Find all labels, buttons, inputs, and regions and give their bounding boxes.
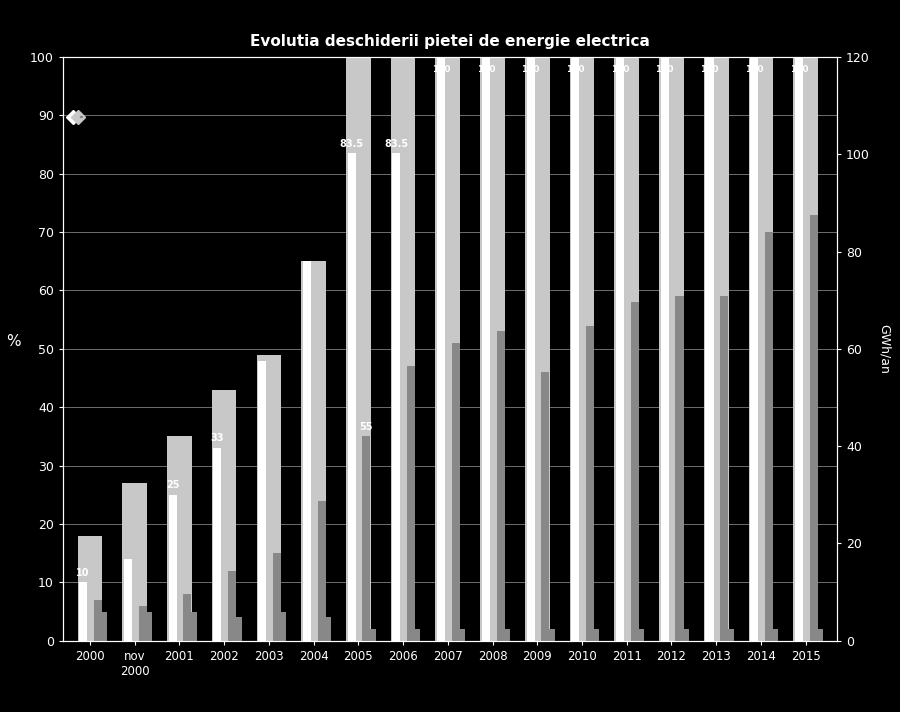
Text: 100: 100	[655, 66, 674, 75]
Bar	[586, 325, 594, 641]
Text: 100: 100	[521, 66, 540, 75]
Bar	[436, 57, 460, 641]
Bar	[326, 617, 331, 641]
Bar	[407, 367, 415, 641]
Bar	[258, 360, 266, 641]
Bar	[751, 57, 759, 641]
Bar	[794, 57, 818, 641]
Bar	[415, 629, 420, 641]
Bar	[192, 612, 197, 641]
Bar	[526, 57, 535, 641]
Legend: , , , : , , ,	[71, 116, 83, 117]
Bar	[346, 57, 371, 641]
Bar	[452, 343, 460, 641]
Text: 33: 33	[211, 434, 224, 444]
Text: 83.5: 83.5	[384, 139, 409, 149]
Bar	[497, 331, 505, 641]
Bar	[147, 612, 152, 641]
Bar	[594, 629, 599, 641]
Bar	[525, 57, 550, 641]
Bar	[795, 57, 803, 641]
Bar	[256, 355, 281, 641]
Text: 10: 10	[76, 567, 90, 577]
Text: 25: 25	[166, 480, 179, 490]
Bar	[77, 535, 102, 641]
Bar	[228, 571, 236, 641]
Bar	[704, 57, 728, 641]
Text: 100: 100	[745, 66, 763, 75]
Bar	[706, 57, 714, 641]
Text: 100: 100	[789, 66, 808, 75]
Bar	[273, 553, 281, 641]
Bar	[818, 629, 824, 641]
Bar	[102, 612, 107, 641]
Bar	[167, 436, 192, 641]
Text: 83.5: 83.5	[339, 139, 364, 149]
Bar	[213, 448, 221, 641]
Bar	[391, 57, 415, 641]
Bar	[302, 261, 326, 641]
Bar	[728, 629, 733, 641]
Bar	[773, 629, 778, 641]
Bar	[347, 153, 356, 641]
Bar	[659, 57, 684, 641]
Bar	[616, 57, 624, 641]
Bar	[631, 302, 639, 641]
Bar	[505, 629, 510, 641]
Bar	[460, 629, 465, 641]
Bar	[94, 600, 102, 641]
Text: 100: 100	[432, 66, 450, 75]
Bar	[482, 57, 490, 641]
Y-axis label: %: %	[6, 334, 21, 349]
Bar	[683, 629, 688, 641]
Bar	[810, 214, 818, 641]
Bar	[212, 389, 237, 641]
Bar	[318, 501, 326, 641]
Bar	[749, 57, 773, 641]
Bar	[363, 436, 371, 641]
Bar	[281, 612, 286, 641]
Bar	[371, 629, 375, 641]
Text: 100: 100	[611, 66, 629, 75]
Text: 55: 55	[360, 422, 373, 431]
Bar	[661, 57, 669, 641]
Bar	[122, 483, 147, 641]
Bar	[184, 594, 192, 641]
Bar	[639, 629, 644, 641]
Text: 100: 100	[476, 66, 495, 75]
Bar	[79, 582, 87, 641]
Bar	[570, 57, 594, 641]
Bar	[572, 57, 580, 641]
Title: Evolutia deschiderii pietei de energie electrica: Evolutia deschiderii pietei de energie e…	[250, 34, 650, 49]
Text: 100: 100	[700, 66, 719, 75]
Bar	[765, 232, 773, 641]
Bar	[302, 261, 310, 641]
Bar	[549, 629, 554, 641]
Bar	[392, 153, 400, 641]
Bar	[720, 296, 728, 641]
Bar	[541, 372, 549, 641]
Bar	[615, 57, 639, 641]
Bar	[481, 57, 505, 641]
Y-axis label: GWh/an: GWh/an	[878, 324, 891, 374]
Bar	[139, 606, 147, 641]
Bar	[124, 559, 132, 641]
Bar	[437, 57, 446, 641]
Bar	[236, 617, 241, 641]
Bar	[168, 495, 176, 641]
Text: 100: 100	[566, 66, 584, 75]
Text: Se mentioneaza faptul ca autoconsumul celor mai mari consumatori industriali car: Se mentioneaza faptul ca autoconsumul ce…	[32, 684, 886, 693]
Bar	[676, 296, 683, 641]
